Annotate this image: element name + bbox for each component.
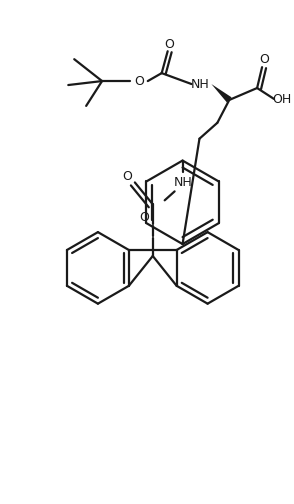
Text: O: O bbox=[139, 211, 149, 224]
Text: O: O bbox=[259, 53, 269, 66]
Text: OH: OH bbox=[272, 93, 292, 106]
Text: O: O bbox=[122, 170, 132, 183]
Text: NH: NH bbox=[174, 176, 193, 189]
Text: O: O bbox=[134, 75, 144, 88]
Text: O: O bbox=[165, 38, 175, 51]
Polygon shape bbox=[211, 84, 232, 102]
Text: NH: NH bbox=[191, 78, 210, 91]
